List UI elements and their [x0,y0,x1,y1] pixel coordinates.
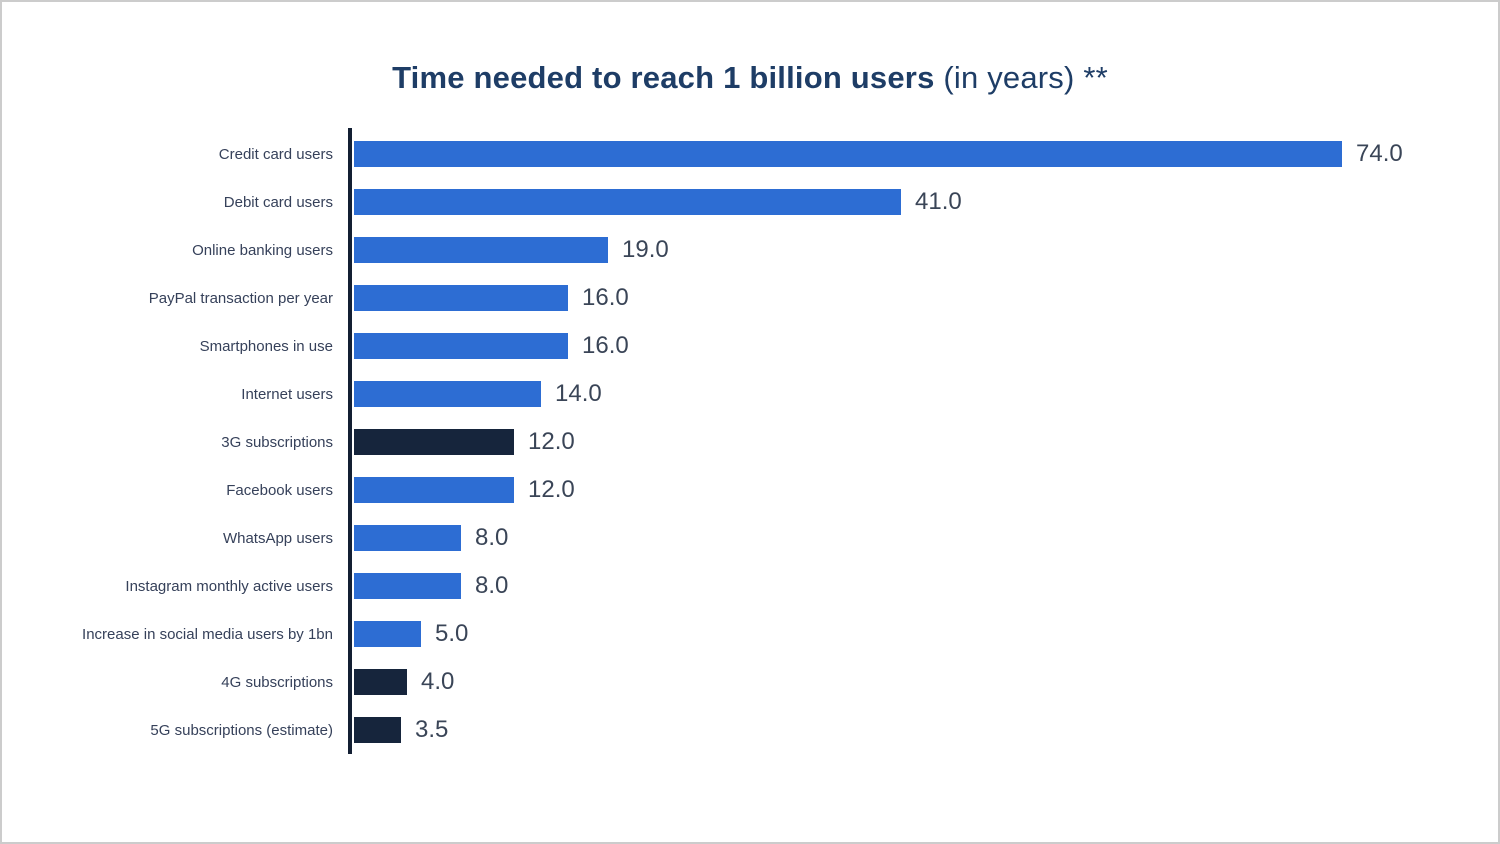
chart-row: Smartphones in use 16.0 [2,322,1498,370]
value-label: 19.0 [622,236,669,263]
y-axis-line [348,128,352,754]
chart-row: Instagram monthly active users 8.0 [2,562,1498,610]
bar [354,573,461,599]
bar [354,189,901,215]
chart-row: Debit card users 41.0 [2,178,1498,226]
chart-row: Internet users 14.0 [2,370,1498,418]
value-label: 16.0 [582,332,629,359]
bar-zone: 74.0 [350,130,1498,178]
bar [354,429,514,455]
chart-row: Online banking users 19.0 [2,226,1498,274]
chart-row: WhatsApp users 8.0 [2,514,1498,562]
category-label: Debit card users [223,193,333,211]
category-label: Smartphones in use [199,337,333,355]
chart-title: Time needed to reach 1 billion users (in… [2,60,1498,96]
category-label: Credit card users [218,145,333,163]
category-label: PayPal transaction per year [148,289,333,307]
bar-zone: 16.0 [350,274,1498,322]
value-label: 8.0 [475,572,509,599]
bar-zone: 8.0 [350,562,1498,610]
bar-zone: 41.0 [350,178,1498,226]
bar-zone: 8.0 [350,514,1498,562]
bar [354,477,514,503]
bar-zone: 19.0 [350,226,1498,274]
value-label: 14.0 [555,380,602,407]
bar [354,285,568,311]
value-label: 8.0 [475,524,509,551]
chart-row: Increase in social media users by 1bn 5.0 [2,610,1498,658]
value-label: 12.0 [528,476,575,503]
category-label: WhatsApp users [222,529,333,547]
chart-row: 4G subscriptions 4.0 [2,658,1498,706]
bar-rows: Credit card users 74.0 Debit card users 41.… [2,130,1498,754]
bar [354,669,407,695]
chart-title-suffix: (in years) ** [934,60,1108,95]
chart-title-main: Time needed to reach 1 billion users [392,60,935,95]
category-label: Facebook users [226,481,333,499]
value-label: 3.5 [415,716,449,743]
category-label: Online banking users [192,241,333,259]
chart-row: Facebook users 12.0 [2,466,1498,514]
category-label: 3G subscriptions [221,433,333,451]
bar [354,621,421,647]
category-label: Internet users [241,385,333,403]
value-label: 5.0 [435,620,469,647]
bar-zone: 14.0 [350,370,1498,418]
bar-zone: 12.0 [350,418,1498,466]
value-label: 74.0 [1356,140,1403,167]
category-label: 5G subscriptions (estimate) [150,721,333,739]
chart-row: PayPal transaction per year 16.0 [2,274,1498,322]
bar [354,525,461,551]
chart-row: Credit card users 74.0 [2,130,1498,178]
chart-row: 3G subscriptions 12.0 [2,418,1498,466]
bar [354,237,608,263]
category-label: Instagram monthly active users [125,577,333,595]
value-label: 16.0 [582,284,629,311]
value-label: 41.0 [915,188,962,215]
chart-row: 5G subscriptions (estimate) 3.5 [2,706,1498,754]
bar-zone: 3.5 [350,706,1498,754]
bar-zone: 4.0 [350,658,1498,706]
value-label: 4.0 [421,668,455,695]
bar [354,333,568,359]
bar-zone: 12.0 [350,466,1498,514]
bar [354,717,401,743]
plot-area: Credit card users 74.0 Debit card users 41.… [2,128,1498,754]
category-label: 4G subscriptions [221,673,333,691]
bar-zone: 5.0 [350,610,1498,658]
value-label: 12.0 [528,428,575,455]
bar-zone: 16.0 [350,322,1498,370]
category-label: Increase in social media users by 1bn [82,625,333,643]
bar [354,141,1342,167]
bar [354,381,541,407]
